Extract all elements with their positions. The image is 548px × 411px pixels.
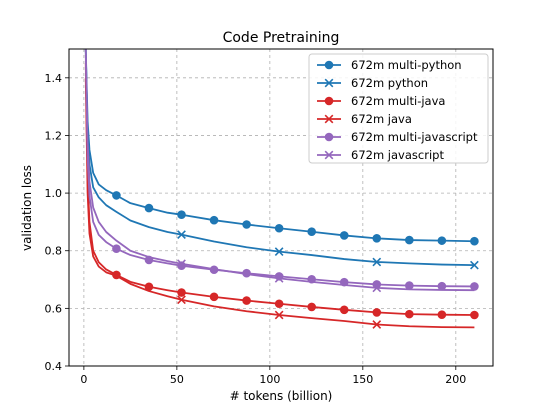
data-point-672m-multi-python (144, 203, 154, 213)
data-point-672m-multi-java (177, 288, 186, 297)
legend-item-672m-javascript: 672m javascript (317, 148, 444, 162)
series-672m-javascript (84, 49, 475, 293)
legend-marker (324, 96, 334, 106)
data-point-672m-multi-python (437, 236, 447, 245)
data-point-672m-multi-java (242, 296, 251, 305)
y-axis-label: validation loss (20, 165, 34, 251)
legend-label: 672m javascript (351, 148, 444, 162)
series-line-672m-multi-python (84, 49, 475, 243)
legend-label: 672m python (351, 76, 428, 90)
data-point-672m-multi-java (339, 305, 349, 315)
legend-item-672m-multi-python: 672m multi-python (317, 58, 462, 72)
data-point-672m-multi-java (209, 292, 219, 302)
data-point-672m-multi-java (372, 308, 382, 317)
data-point-672m-python (177, 230, 186, 239)
legend-label: 672m java (351, 112, 412, 126)
data-point-672m-multi-python (274, 223, 284, 233)
data-point-672m-java (372, 320, 382, 329)
data-point-672m-multi-javascript (437, 281, 447, 291)
data-point-672m-multi-python (307, 227, 316, 237)
legend-item-672m-java: 672m java (317, 112, 412, 126)
data-point-672m-multi-java (307, 302, 316, 312)
chart-title: Code Pretraining (223, 30, 340, 46)
data-point-672m-multi-javascript (112, 244, 121, 254)
data-point-672m-javascript (372, 283, 382, 293)
y-tick-label: 1.2 (45, 129, 63, 142)
plot-area (84, 49, 479, 329)
data-point-672m-java (177, 295, 186, 305)
data-point-672m-python (274, 247, 284, 256)
legend-box (308, 53, 489, 164)
y-tick-label: 1.4 (45, 72, 63, 85)
legend-marker (324, 150, 334, 160)
legend: 672m multi-python 672m python 672m multi-j… (308, 53, 489, 164)
data-point-672m-multi-python (242, 220, 251, 229)
series-672m-java (84, 77, 475, 329)
data-point-672m-multi-python (339, 231, 349, 240)
y-tick-label: 1.0 (45, 187, 63, 200)
legend-item-672m-python: 672m python (317, 76, 428, 90)
x-tick-label: 0 (80, 373, 87, 386)
series-line-672m-javascript (84, 49, 475, 292)
data-point-672m-javascript (274, 274, 284, 283)
data-point-672m-javascript (177, 259, 186, 269)
data-point-672m-multi-python (372, 234, 382, 243)
series-672m-python (84, 49, 479, 270)
series-672m-multi-python (84, 49, 479, 246)
legend-marker (324, 78, 334, 88)
legend-item-672m-multi-javascript: 672m multi-javascript (317, 130, 478, 144)
data-point-672m-multi-python (177, 210, 186, 220)
x-tick-label: 150 (352, 373, 373, 386)
legend-marker (324, 132, 334, 142)
legend-item-672m-multi-java: 672m multi-java (317, 94, 445, 108)
series-line-672m-multi-javascript (84, 54, 475, 288)
y-tick-label: 0.6 (45, 302, 63, 315)
series-line-672m-java (84, 77, 475, 329)
data-point-672m-multi-java (470, 310, 479, 320)
x-axis: 0 50 100 150 200 (80, 366, 466, 386)
data-point-672m-multi-java (405, 309, 414, 319)
data-point-672m-java (274, 310, 284, 320)
data-point-672m-multi-python (112, 191, 121, 200)
data-point-672m-multi-java (437, 310, 447, 320)
legend-marker (324, 60, 334, 70)
legend-label: 672m multi-python (351, 58, 462, 72)
x-tick-label: 200 (445, 373, 466, 386)
x-tick-label: 50 (170, 373, 184, 386)
data-point-672m-python (470, 260, 479, 270)
y-tick-label: 0.4 (45, 360, 63, 373)
data-point-672m-multi-java (274, 299, 284, 309)
legend-marker (324, 114, 334, 124)
y-axis: 0.4 0.6 0.8 1.0 1.2 1.4 (45, 72, 69, 373)
plot-frame (68, 48, 494, 367)
y-tick-label: 0.8 (45, 245, 63, 258)
data-point-672m-multi-python (209, 215, 219, 225)
data-point-672m-multi-python (470, 236, 479, 246)
legend-label: 672m multi-javascript (351, 130, 478, 144)
data-point-672m-multi-javascript (470, 282, 479, 291)
series-672m-multi-java (84, 63, 479, 320)
series-line-672m-multi-java (84, 63, 475, 316)
data-point-672m-python (372, 257, 382, 267)
data-point-672m-multi-javascript (405, 281, 414, 290)
data-point-672m-multi-python (405, 235, 414, 245)
x-tick-label: 100 (259, 373, 280, 386)
legend-label: 672m multi-java (351, 94, 445, 108)
x-axis-label: # tokens (billion) (230, 389, 333, 403)
series-line-672m-python (84, 49, 475, 267)
